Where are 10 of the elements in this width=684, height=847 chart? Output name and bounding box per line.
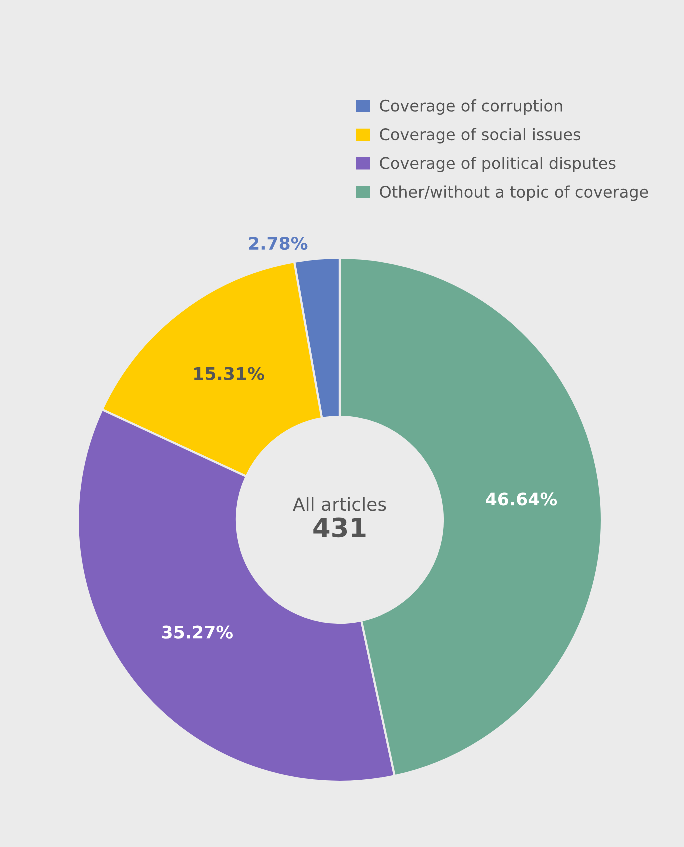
legend-label: Other/without a topic of coverage [380,186,648,202]
data-label: 15.31% [194,367,264,380]
data-label: 2.78% [249,236,308,250]
data-label: 46.64% [486,492,558,506]
data-label: 35.27% [162,626,233,639]
legend-label: Coverage of social issues [380,128,581,144]
text: All articles [293,497,386,512]
legend-label: Coverage of corruption [380,100,562,116]
text: 431 [314,518,366,538]
legend-label: Coverage of political disputes [380,156,616,172]
